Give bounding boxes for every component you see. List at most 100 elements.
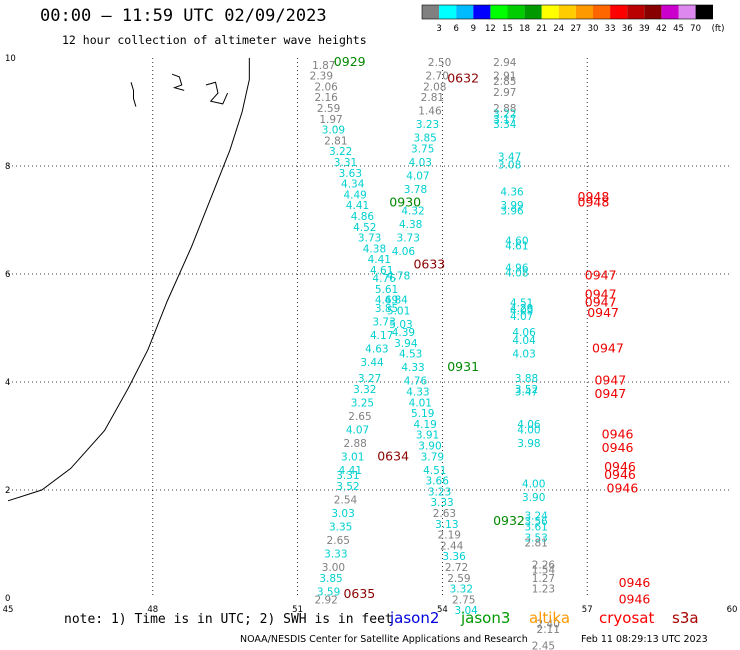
wave-height-label: 3.00 [322,562,345,574]
x-tick-label: 60 [727,605,738,615]
pass-time-label: 0946 [607,481,639,496]
scale-swatch [644,5,662,19]
wave-height-label: 2.85 [493,76,516,88]
wave-height-label: 4.07 [406,171,429,183]
island [130,82,137,107]
wave-height-label: 1.97 [319,114,342,126]
pass-time-label: 0946 [602,427,634,442]
pass-time-label: 0930 [389,195,421,210]
pass-time-label: 0946 [604,467,636,482]
scale-swatch [678,5,696,19]
wave-height-label: 3.23 [416,119,439,131]
wave-height-label: 3.52 [515,384,538,396]
wave-height-label: 4.08 [505,268,528,280]
wave-height-label: 5.01 [387,306,410,318]
wave-height-label: 2.65 [348,411,371,423]
pass-time-label: 0632 [447,70,479,85]
wave-height-label: 1.54 [532,565,556,577]
wave-height-label: 3.32 [353,384,376,396]
wave-height-label: 1.27 [532,573,555,585]
wave-height-label: 3.36 [442,551,466,563]
wave-height-label: 3.78 [404,184,427,196]
satellite-altika: altika [529,609,571,627]
pass-time-label: 0946 [619,591,651,606]
scale-swatch [507,5,525,19]
wave-height-label: 2.75 [452,594,475,606]
pass-time-label: 0947 [585,294,617,309]
wave-height-label: 3.01 [341,451,364,463]
pass-time-label: 0932 [493,513,525,528]
satellite-s3a: s3a [672,609,699,627]
wave-height-label: 2.65 [327,535,350,547]
satellite-cryosat: cryosat [599,609,655,627]
wave-height-label: 3.73 [397,233,420,245]
wave-height-label: 3.35 [329,522,352,534]
wave-height-label: 4.51 [423,465,446,477]
scale-label: 27 [570,24,581,34]
pass-time-label: 0931 [447,359,479,374]
wave-height-label: 4.38 [399,219,422,231]
scale-swatch [524,5,542,19]
wave-height-label: 4.78 [387,270,410,282]
x-tick-label: 54 [437,605,448,615]
wave-height-label: 2.88 [493,103,516,115]
wave-height-label: 3.27 [358,373,381,385]
wave-height-label: 3.47 [498,152,521,164]
wave-height-label: 4.07 [510,311,533,323]
wave-height-label: 4.69 [375,295,398,307]
pass-time-label: 0929 [334,54,366,69]
y-tick-label: 4 [5,378,10,388]
wave-height-label: 3.61 [524,522,547,534]
wave-height-label: 3.79 [421,451,444,463]
wave-height-label: 4.51 [510,297,533,309]
wave-height-label: 2.72 [445,562,468,574]
wave-height-label: 4.03 [512,349,535,361]
wave-height-label: 2.81 [421,92,444,104]
wave-height-label: 4.32 [401,206,424,218]
wave-height-label: 2.81 [524,538,547,550]
pass-time-label: 0948 [578,189,610,204]
footer-timestamp: Feb 11 08:29:13 UTC 2023 [581,634,708,645]
scale-label: 24 [553,24,564,34]
wave-height-label: 3.25 [351,397,374,409]
scale-label: 9 [471,24,476,34]
wave-height-label: 4.17 [370,330,393,342]
wave-height-label: 4.00 [522,478,545,490]
wave-height-label: 3.04 [454,605,478,617]
x-tick-label: 51 [292,605,303,615]
wave-height-label: 4.53 [399,349,422,361]
wave-height-label: 4.39 [392,327,415,339]
wave-height-label: 4.63 [365,343,388,355]
scale-label: 15 [502,24,513,34]
pass-time-label: 0947 [587,305,619,320]
y-tick-label: 0 [5,594,10,604]
wave-height-label: 3.99 [500,200,523,212]
scale-swatch [627,5,645,19]
wave-height-label: 4.76 [404,376,428,388]
wave-height-label: 3.33 [430,497,453,509]
scale-label: 18 [519,24,530,34]
wave-height-label: 3.31 [334,157,357,169]
wave-height-label: 3.85 [319,573,342,585]
island [171,73,185,91]
color-scale-legend: 3 6 9 12 15 18 21 24 27 30 33 36 39 42 45 70 (ft) [421,4,724,34]
wave-height-label: 3.94 [394,338,418,350]
scale-swatch [610,5,628,19]
wave-height-label: 3.33 [324,549,347,561]
wave-height-label: 4.07 [346,424,369,436]
pass-time-label: 0947 [594,373,626,388]
wave-height-label: 2.26 [532,559,556,571]
wave-height-label: 3.24 [524,511,548,523]
wave-height-label: 4.60 [505,235,528,247]
scale-swatch [541,5,559,19]
wave-height-label: 2.54 [334,495,358,507]
wave-height-label: 4.33 [406,387,429,399]
wave-height-label: 2.94 [493,57,517,69]
wave-height-label: 2.40 [537,619,560,631]
wave-height-label: 3.56 [524,516,548,528]
scale-label: 12 [485,24,496,34]
coastline [7,58,250,502]
wave-height-label: 3.22 [493,108,516,120]
pass-time-label: 0947 [594,386,626,401]
